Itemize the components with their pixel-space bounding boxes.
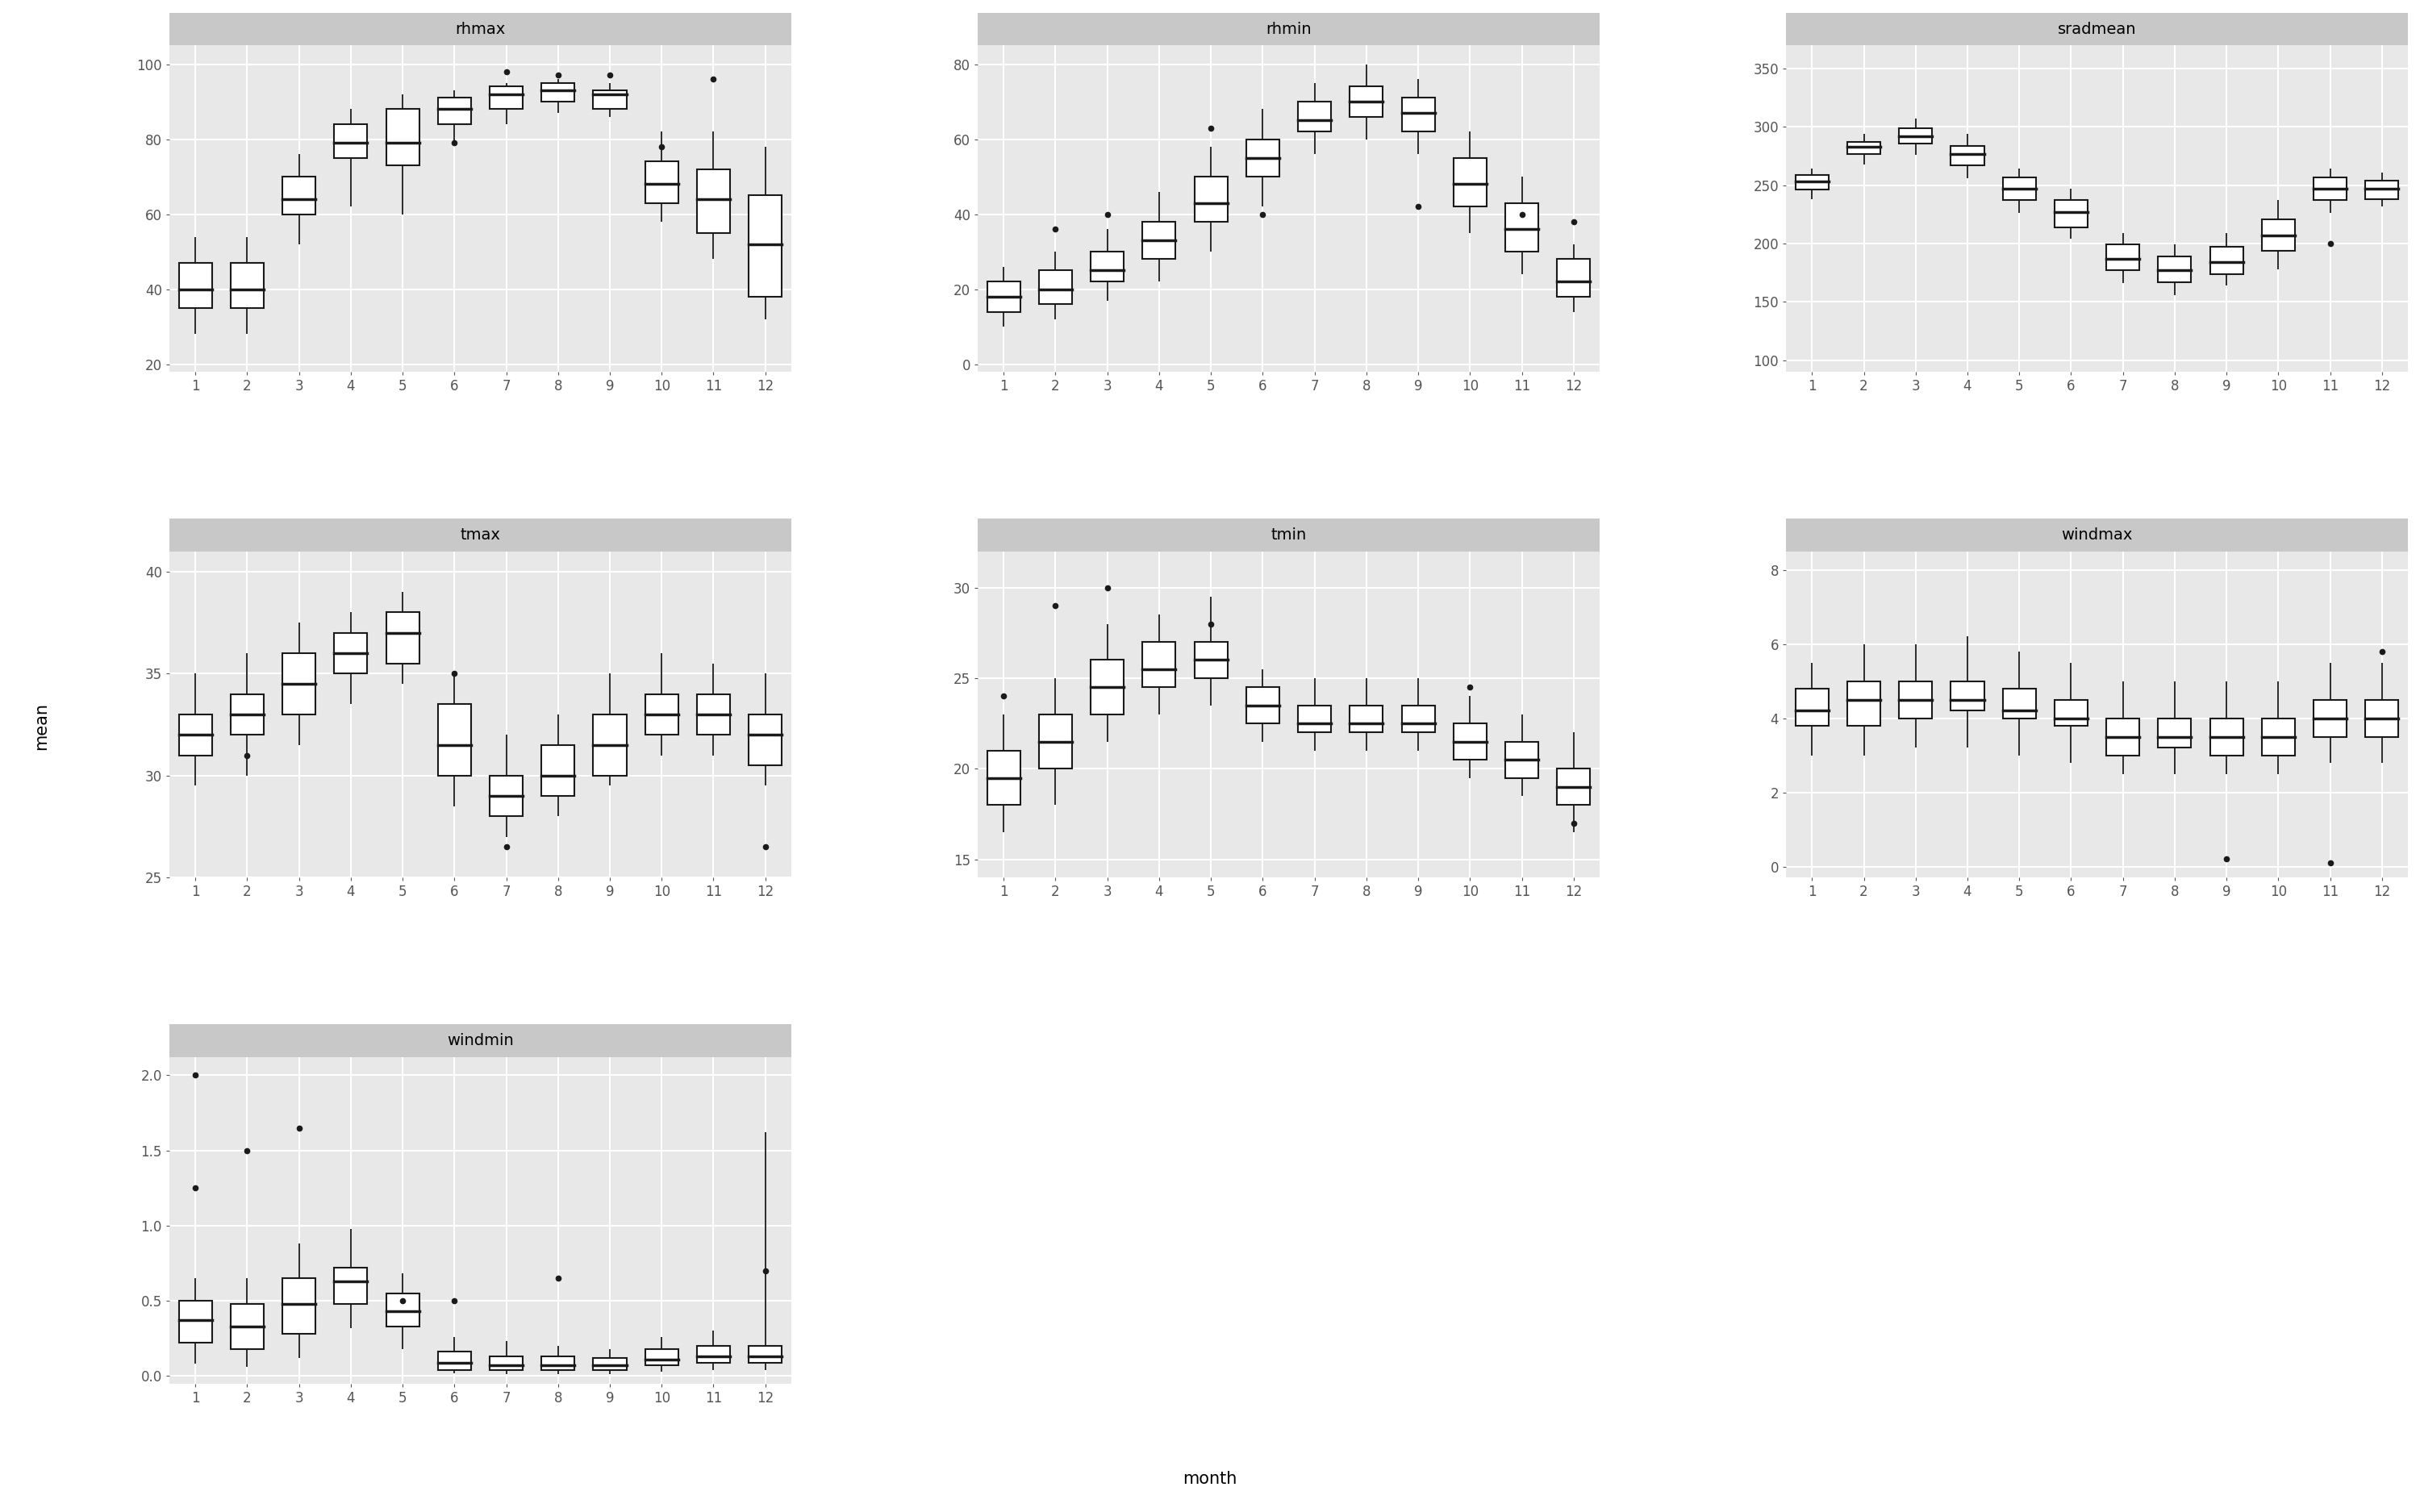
Bar bbox=[1846, 680, 1880, 726]
Bar bbox=[2055, 201, 2088, 227]
Bar bbox=[748, 1346, 782, 1362]
Bar bbox=[1350, 706, 1382, 732]
Bar bbox=[1091, 251, 1123, 281]
Bar bbox=[1454, 723, 1486, 759]
Bar bbox=[230, 1303, 264, 1349]
Bar bbox=[2314, 177, 2347, 201]
Bar bbox=[646, 694, 678, 735]
Bar bbox=[489, 776, 523, 816]
Bar bbox=[1846, 142, 1880, 154]
Bar bbox=[1454, 157, 1486, 207]
Bar bbox=[283, 177, 315, 215]
Bar bbox=[593, 91, 627, 109]
Bar bbox=[593, 1358, 627, 1370]
Bar bbox=[1297, 101, 1331, 132]
Bar bbox=[387, 1293, 419, 1326]
Bar bbox=[1195, 177, 1227, 222]
Bar bbox=[987, 750, 1021, 804]
Bar bbox=[2055, 700, 2088, 726]
Text: mean: mean bbox=[34, 702, 48, 750]
Bar bbox=[2364, 180, 2398, 200]
Bar bbox=[179, 715, 213, 754]
Bar bbox=[1505, 741, 1539, 777]
Bar bbox=[334, 124, 368, 157]
Bar bbox=[387, 109, 419, 165]
Text: windmin: windmin bbox=[448, 1033, 513, 1048]
Bar bbox=[438, 705, 472, 776]
Bar bbox=[230, 263, 264, 308]
Bar bbox=[1900, 680, 1931, 718]
Bar bbox=[2105, 718, 2139, 754]
Bar bbox=[542, 83, 574, 101]
Text: tmax: tmax bbox=[460, 528, 501, 543]
Bar bbox=[179, 1300, 213, 1343]
Text: tmin: tmin bbox=[1270, 528, 1307, 543]
Bar bbox=[748, 715, 782, 765]
Bar bbox=[1091, 661, 1123, 715]
Bar bbox=[489, 86, 523, 109]
Bar bbox=[489, 1356, 523, 1370]
Bar bbox=[1246, 688, 1280, 723]
Bar bbox=[1401, 98, 1435, 132]
Bar bbox=[1350, 86, 1382, 116]
Bar bbox=[1900, 129, 1931, 144]
Bar bbox=[1796, 175, 1830, 191]
Bar bbox=[2314, 700, 2347, 736]
Bar bbox=[387, 612, 419, 664]
Bar bbox=[1195, 643, 1227, 679]
Bar bbox=[1142, 222, 1176, 259]
Bar bbox=[2004, 177, 2035, 201]
Text: month: month bbox=[1183, 1471, 1237, 1486]
Text: sradmean: sradmean bbox=[2057, 21, 2137, 36]
Bar bbox=[646, 162, 678, 203]
Bar bbox=[2004, 688, 2035, 718]
Text: windmax: windmax bbox=[2062, 528, 2132, 543]
Bar bbox=[987, 281, 1021, 311]
Bar bbox=[230, 694, 264, 735]
Bar bbox=[2209, 246, 2243, 274]
Bar bbox=[1142, 643, 1176, 688]
Bar bbox=[283, 1278, 315, 1334]
Bar bbox=[2263, 219, 2294, 251]
Bar bbox=[2263, 718, 2294, 754]
Bar bbox=[1038, 715, 1072, 768]
Bar bbox=[1297, 706, 1331, 732]
Bar bbox=[2364, 700, 2398, 736]
Bar bbox=[1038, 271, 1072, 304]
Bar bbox=[1246, 139, 1280, 177]
Bar bbox=[697, 1346, 731, 1362]
Bar bbox=[542, 1356, 574, 1370]
Bar bbox=[1505, 203, 1539, 251]
Bar bbox=[748, 195, 782, 296]
Bar bbox=[2159, 257, 2190, 281]
Bar bbox=[1556, 259, 1590, 296]
Bar bbox=[1796, 688, 1830, 726]
Bar bbox=[2105, 245, 2139, 271]
Bar bbox=[1951, 680, 1984, 711]
Bar bbox=[1556, 768, 1590, 804]
Text: rhmin: rhmin bbox=[1266, 21, 1312, 36]
Bar bbox=[1401, 706, 1435, 732]
Bar bbox=[542, 745, 574, 795]
Bar bbox=[334, 1267, 368, 1303]
Bar bbox=[697, 694, 731, 735]
Bar bbox=[697, 169, 731, 233]
Bar bbox=[283, 653, 315, 715]
Bar bbox=[438, 1352, 472, 1370]
Bar bbox=[179, 263, 213, 308]
Bar bbox=[2159, 718, 2190, 748]
Bar bbox=[593, 715, 627, 776]
Bar bbox=[438, 98, 472, 124]
Bar bbox=[2209, 718, 2243, 754]
Bar bbox=[646, 1349, 678, 1365]
Bar bbox=[1951, 145, 1984, 165]
Bar bbox=[334, 634, 368, 674]
Text: rhmax: rhmax bbox=[455, 21, 506, 36]
